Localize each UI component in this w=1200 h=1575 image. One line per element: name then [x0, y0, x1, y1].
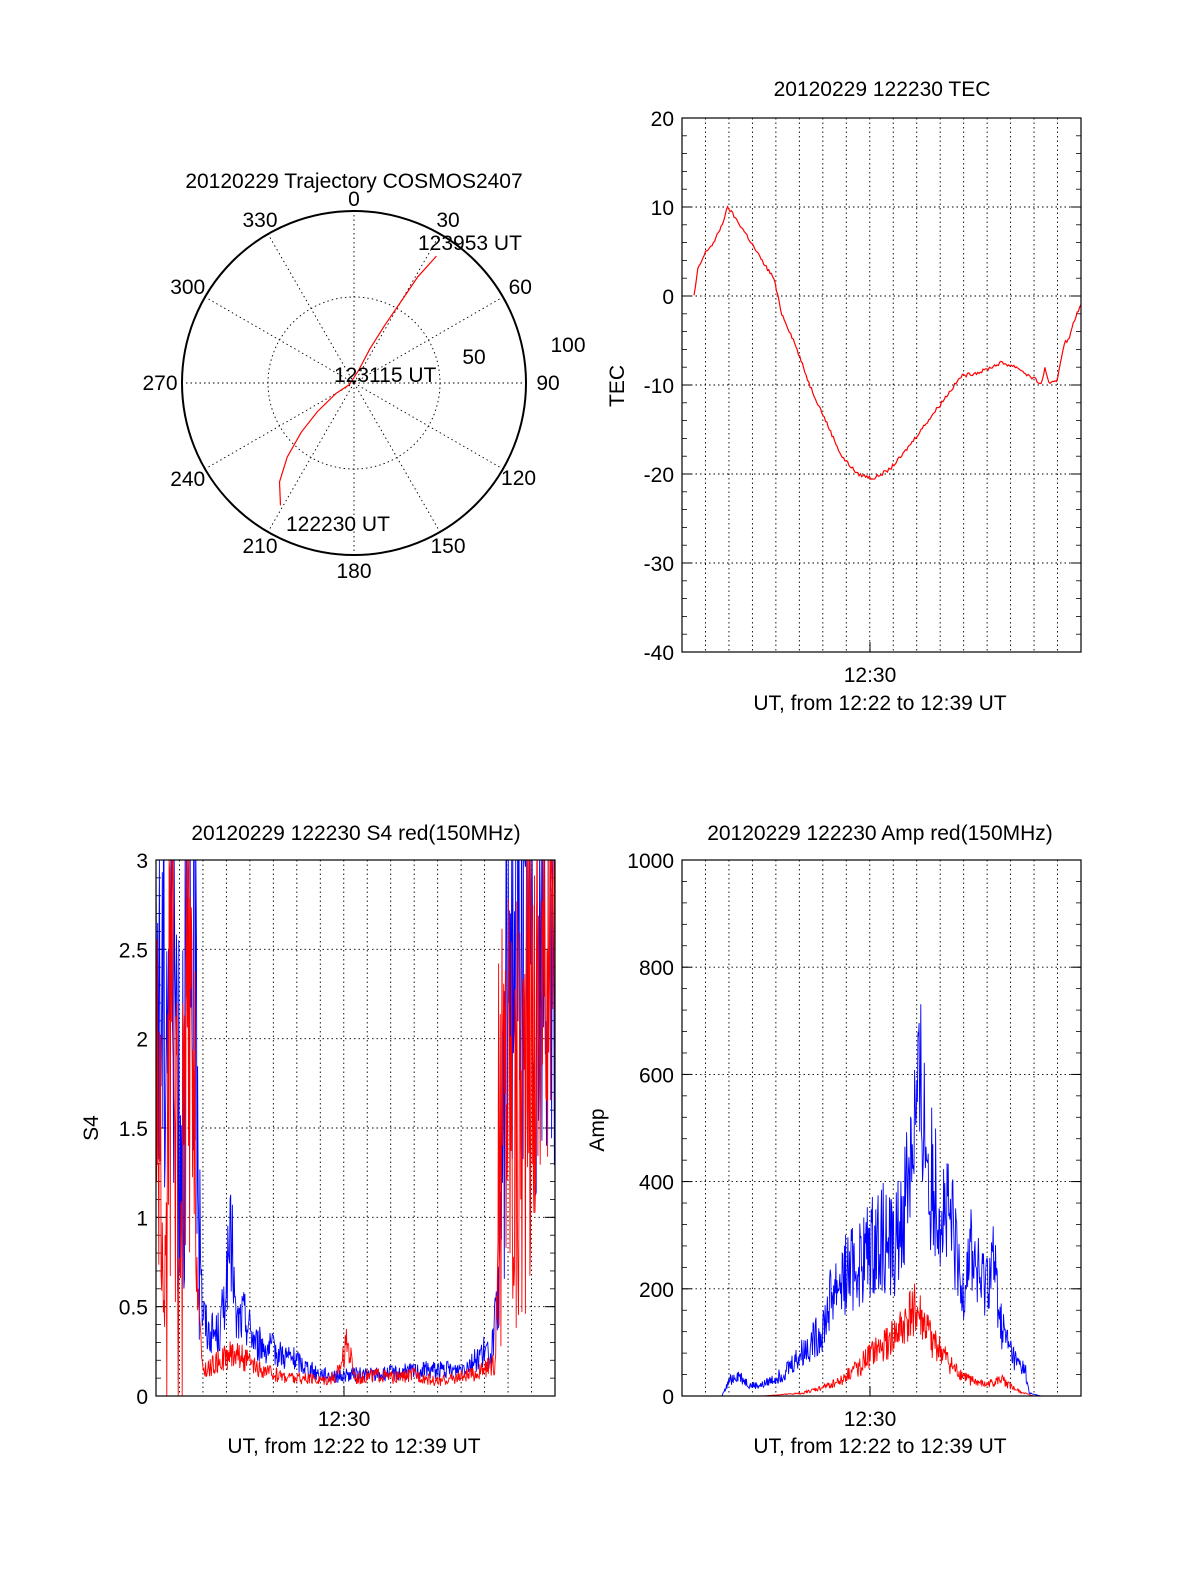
tec-ytick-label: -20	[644, 464, 674, 487]
s4-ytick-label: 1	[136, 1207, 148, 1230]
polar-angle-label: 120	[501, 467, 536, 490]
polar-trajectory-chart: 20120229 Trajectory COSMOS2407 0 30 60 90 12…	[142, 170, 585, 583]
s4-ytick-label: 3	[136, 850, 148, 873]
polar-spoke	[267, 233, 355, 384]
tec-ytick-label: -40	[644, 642, 674, 665]
s4-xtick-label: 12:30	[318, 1408, 371, 1431]
amp-series-line	[682, 1004, 1081, 1397]
tec-ylabel: TEC	[606, 365, 629, 407]
tec-xlabel: UT, from 12:22 to 12:39 UT	[753, 692, 1006, 715]
amp-ytick-label: 400	[639, 1172, 674, 1195]
tec-ytick-label: 0	[662, 286, 674, 309]
polar-angle-label: 150	[430, 535, 465, 558]
s4-title: 20120229 122230 S4 red(150MHz)	[191, 822, 520, 845]
tec-xtick-label: 12:30	[844, 664, 897, 687]
amp-title: 20120229 122230 Amp red(150MHz)	[707, 822, 1053, 845]
tec-y-tick-labels: 20 10 0 -10 -20 -30 -40	[644, 108, 674, 665]
s4-plot-frame	[155, 859, 556, 1397]
polar-angle-label: 330	[242, 209, 277, 232]
amp-chart: 20120229 122230 Amp red(150MHz) 1000 800 6…	[586, 822, 1082, 1458]
amp-xlabel: UT, from 12:22 to 12:39 UT	[753, 1435, 1006, 1458]
s4-ytick-label: 2	[136, 1029, 148, 1052]
s4-chart: 20120229 122230 S4 red(150MHz) 3 2.5 2 1.5 1…	[80, 822, 556, 1458]
s4-ylabel: S4	[80, 1115, 103, 1141]
amp-plot-frame	[681, 859, 1082, 1397]
s4-ytick-label: 0	[136, 1386, 148, 1409]
polar-spoke	[353, 382, 441, 533]
polar-angle-labels: 0 30 60 90 120 150 180 210 240 270 300 330	[142, 188, 559, 583]
polar-radius-label-100: 100	[550, 334, 585, 357]
s4-grid	[156, 859, 555, 1397]
s4-ytick-label: 0.5	[119, 1297, 148, 1320]
polar-spoke	[353, 382, 504, 470]
polar-outer-ring	[181, 210, 527, 556]
polar-angle-label: 300	[170, 276, 205, 299]
polar-angle-label: 180	[336, 560, 371, 583]
polar-trajectory-line	[278, 255, 437, 506]
polar-spoke	[267, 382, 355, 533]
amp-y-tick-labels: 1000 800 600 400 200 0	[627, 850, 674, 1409]
tec-grid	[682, 117, 1081, 653]
polar-spoke	[353, 233, 441, 384]
polar-title: 20120229 Trajectory COSMOS2407	[185, 170, 522, 193]
polar-radius-label-50: 50	[462, 346, 485, 369]
amp-ytick-label: 0	[662, 1386, 674, 1409]
tec-ytick-label: -10	[644, 375, 674, 398]
s4-series-line	[155, 859, 556, 1397]
s4-xlabel: UT, from 12:22 to 12:39 UT	[227, 1435, 480, 1458]
amp-grid	[682, 859, 1081, 1397]
amp-ytick-label: 1000	[627, 850, 674, 873]
amp-series	[682, 1004, 1081, 1397]
annotation-end-time: 123953 UT	[418, 232, 522, 255]
polar-angle-label: 210	[242, 535, 277, 558]
polar-angle-label: 270	[142, 372, 177, 395]
s4-ytick-label: 1.5	[119, 1118, 148, 1141]
amp-xtick-label: 12:30	[844, 1408, 897, 1431]
tec-series-line	[693, 205, 1082, 480]
polar-spoke	[353, 296, 504, 384]
amp-ytick-label: 600	[639, 1064, 674, 1087]
polar-angle-label: 30	[436, 209, 459, 232]
tec-title: 20120229 122230 TEC	[774, 78, 991, 101]
amp-ytick-label: 200	[639, 1279, 674, 1302]
polar-grid	[182, 211, 526, 555]
tec-ytick-label: 20	[651, 108, 674, 131]
tec-series	[693, 205, 1082, 480]
amp-ytick-label: 800	[639, 957, 674, 980]
tec-ytick-label: -30	[644, 553, 674, 576]
polar-angle-label: 0	[348, 188, 360, 211]
tec-chart: 20120229 122230 TEC 20 10 0 -10 -20 -30 -40 TE…	[606, 78, 1082, 715]
s4-ytick-label: 2.5	[119, 939, 148, 962]
annotation-mid-time: 123115 UT	[334, 364, 437, 387]
tec-ytick-label: 10	[651, 197, 674, 220]
s4-series	[155, 859, 556, 1397]
s4-y-tick-labels: 3 2.5 2 1.5 1 0.5 0	[119, 850, 148, 1409]
s4-series-line	[155, 859, 556, 1383]
annotation-start-time: 122230 UT	[286, 513, 390, 536]
polar-spoke	[204, 296, 355, 384]
tec-plot-frame	[681, 117, 1082, 653]
polar-spoke	[204, 382, 355, 470]
polar-angle-label: 90	[536, 372, 559, 395]
polar-angle-label: 240	[170, 468, 205, 491]
amp-ylabel: Amp	[586, 1108, 609, 1151]
polar-angle-label: 60	[509, 276, 532, 299]
